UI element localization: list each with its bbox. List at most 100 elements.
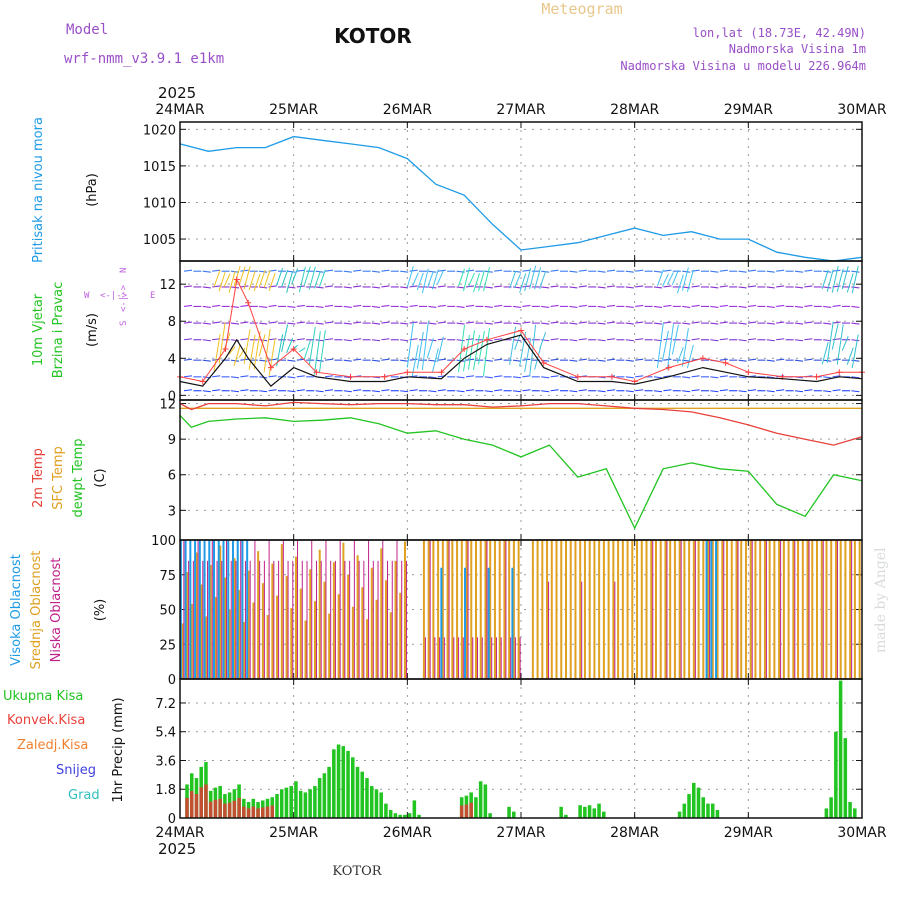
wind-arrow — [203, 306, 211, 307]
wind-arrow — [259, 323, 267, 324]
wind-arrow — [739, 377, 747, 378]
wind-arrow — [851, 360, 859, 361]
y-tick-label: 0 — [168, 812, 176, 827]
wind-arrow — [776, 286, 784, 287]
wind-arrow — [219, 272, 225, 291]
wind-arrow — [776, 305, 784, 306]
wind-arrow — [224, 274, 230, 287]
wind-arrow — [372, 391, 380, 392]
precip-bar — [597, 804, 601, 818]
conv-precip-bar — [185, 798, 189, 818]
wind-arrow — [579, 270, 587, 271]
wind-arrow — [457, 391, 465, 392]
wind-arrow — [551, 376, 559, 377]
wind-arrow — [748, 305, 756, 306]
wind-arrow — [776, 390, 784, 391]
wind-arrow — [598, 360, 606, 361]
precip-bar — [308, 789, 312, 818]
wind-gust-marker — [745, 369, 751, 375]
y-tick-label: 75 — [159, 569, 176, 584]
wind-arrow — [804, 286, 812, 287]
y-tick-label: 4 — [168, 352, 176, 367]
conv-precip-bar — [469, 803, 473, 818]
wind-arrow — [344, 340, 352, 341]
temperature-ylabel: 2m Temp SFC Temp dewpt Temp (C) — [31, 438, 108, 517]
bottom-year: 2025 — [158, 840, 196, 858]
wind-arrow — [710, 377, 718, 378]
wind-arrow — [457, 377, 465, 378]
wind-gust-marker — [723, 360, 729, 366]
wind-arrow — [513, 287, 521, 288]
wind-arrow — [739, 323, 747, 324]
wind-arrow — [767, 360, 775, 361]
wind-arrow — [212, 270, 220, 271]
svg-text:Konvek.Kisa: Konvek.Kisa — [7, 713, 85, 728]
y-tick-label: 6 — [168, 469, 176, 484]
svg-text:dewpt Temp: dewpt Temp — [71, 438, 86, 517]
wind-gust-marker — [484, 337, 490, 343]
precip-legend: Ukupna Kisa Konvek.Kisa Zaledj.Kisa Snij… — [3, 689, 126, 803]
wind-arrow — [795, 323, 803, 324]
conv-precip-bar — [261, 807, 265, 818]
y-tick-label: 7.2 — [155, 697, 176, 712]
wind-arrow — [635, 305, 643, 306]
wind-arrow — [837, 324, 843, 364]
wind-arrow — [410, 305, 418, 306]
wind-arrow — [287, 271, 293, 292]
wind-arrow — [212, 286, 220, 287]
wind-arrow — [626, 271, 634, 272]
wind-arrow — [851, 323, 859, 324]
conv-precip-bar — [199, 787, 203, 818]
wind-arrow — [569, 391, 577, 392]
model-name: wrf-nmm_v3.9.1 e1km — [64, 51, 224, 67]
wind-arrow — [739, 360, 747, 361]
wind-arrow — [569, 360, 577, 361]
wind-arrow — [353, 359, 361, 360]
wind-arrow — [607, 305, 615, 306]
svg-text:Visoka Oblacnost: Visoka Oblacnost — [9, 554, 24, 666]
precip-bar — [280, 789, 284, 818]
wind-arrow — [767, 340, 775, 341]
wind-arrow — [682, 271, 690, 272]
y-tick-label: 8 — [168, 315, 176, 330]
wind-arrow — [203, 360, 211, 361]
wind-arrow — [410, 359, 418, 360]
wind-arrow — [240, 339, 248, 340]
wind-arrow — [748, 270, 756, 271]
precip-bar — [275, 794, 279, 818]
wind-arrow — [662, 331, 668, 361]
precip-bar — [313, 786, 317, 818]
precip-bar — [512, 812, 516, 818]
wind-arrow — [231, 377, 239, 378]
wind-arrow — [710, 323, 718, 324]
wind-arrow — [184, 390, 192, 391]
precip-bar — [356, 767, 360, 818]
wind-arrow — [428, 306, 436, 307]
wind-arrow — [203, 271, 211, 272]
conv-precip-bar — [247, 808, 251, 818]
wind-arrow — [287, 391, 295, 392]
wind-arrow — [767, 323, 775, 324]
svg-text:SFC Temp: SFC Temp — [51, 446, 66, 510]
precip-bar — [479, 781, 483, 818]
wind-arrow — [325, 359, 333, 360]
wind-arrow — [767, 287, 775, 288]
wind-arrow — [381, 305, 389, 306]
wind-arrow — [353, 322, 361, 323]
conv-precip-bar — [214, 800, 218, 818]
wind-arrow — [410, 270, 418, 271]
y-tick-label: 1015 — [143, 160, 176, 175]
wind-arrow — [292, 269, 298, 285]
wind-arrow — [325, 270, 333, 271]
pressure-panel: 1005101010151020 — [143, 122, 862, 261]
wind-arrow — [184, 339, 192, 340]
svg-text:(hPa): (hPa) — [85, 173, 100, 207]
wind-arrow — [428, 271, 436, 272]
cloud-ylabel: Visoka Oblacnost Srednja Oblacnost Niska… — [9, 551, 108, 670]
wind-arrow — [739, 271, 747, 272]
wind-arrow — [748, 390, 756, 391]
wind-arrow — [692, 390, 700, 391]
wind-arrow — [344, 391, 352, 392]
wind-arrow — [776, 339, 784, 340]
conv-precip-bar — [195, 794, 199, 818]
